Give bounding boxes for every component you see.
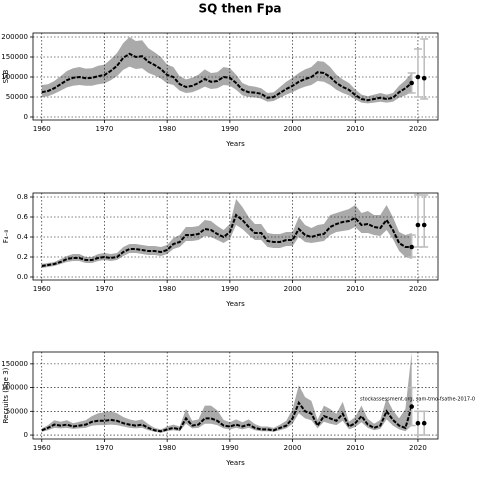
y-tick-label: 150000 bbox=[1, 360, 28, 368]
y-tick-label: 100000 bbox=[1, 384, 28, 392]
annotation: stockassessment.org, sam-tmo-fsathe-2017… bbox=[360, 397, 475, 403]
x-tick-label: 2000 bbox=[284, 285, 302, 293]
y-tick-label: 50000 bbox=[6, 407, 28, 415]
series-line bbox=[41, 213, 412, 267]
x-tick-label: 1960 bbox=[33, 125, 51, 133]
x-tick-label: 2010 bbox=[346, 125, 364, 133]
y-axis-label: Recruits (age 3) bbox=[2, 367, 10, 423]
x-tick-label: 2000 bbox=[284, 444, 302, 452]
x-tick-label: 2020 bbox=[409, 125, 427, 133]
plot-frame bbox=[32, 192, 439, 281]
y-tick-label: 0.6 bbox=[17, 213, 29, 221]
x-tick-label: 2000 bbox=[284, 125, 302, 133]
y-tick-label: 0 bbox=[24, 113, 28, 121]
y-tick-label: 50000 bbox=[6, 93, 28, 101]
x-tick-label: 1980 bbox=[158, 285, 176, 293]
y-tick-label: 150000 bbox=[1, 53, 28, 61]
x-tick-label: 2010 bbox=[346, 285, 364, 293]
y-tick-label: 100000 bbox=[1, 73, 28, 81]
point bbox=[415, 74, 421, 80]
point bbox=[421, 222, 427, 228]
point bbox=[421, 420, 427, 426]
x-tick-label: 1960 bbox=[33, 444, 51, 452]
confidence-band bbox=[41, 352, 412, 433]
x-tick-label: 2010 bbox=[346, 444, 364, 452]
point bbox=[409, 80, 414, 86]
x-tick-label: 1980 bbox=[158, 125, 176, 133]
x-tick-label: 1990 bbox=[221, 444, 239, 452]
x-axis-label: Years bbox=[225, 140, 245, 148]
plot-frame bbox=[32, 351, 439, 440]
y-tick-label: 0 bbox=[24, 431, 28, 439]
point bbox=[409, 244, 414, 250]
y-tick-label: 0.2 bbox=[17, 253, 28, 261]
chart-title: SQ then Fpa bbox=[198, 2, 281, 16]
y-tick-label: 0.0 bbox=[17, 273, 28, 281]
point bbox=[409, 404, 414, 409]
y-axis-label: SSB bbox=[2, 69, 10, 83]
y-tick-label: 0.8 bbox=[17, 193, 28, 201]
x-tick-label: 2020 bbox=[409, 444, 427, 452]
series-line bbox=[41, 400, 413, 433]
y-tick-label: 0.4 bbox=[17, 233, 29, 241]
x-tick-label: 1990 bbox=[221, 125, 239, 133]
y-tick-label: 200000 bbox=[1, 33, 28, 41]
point bbox=[415, 420, 421, 426]
x-tick-label: 1970 bbox=[96, 444, 114, 452]
y-axis-label: F₄₋₈ bbox=[2, 230, 10, 244]
series-line bbox=[41, 52, 413, 102]
x-tick-label: 1990 bbox=[221, 285, 239, 293]
x-axis-label: Years bbox=[225, 459, 245, 467]
point bbox=[415, 222, 421, 228]
confidence-band bbox=[41, 37, 412, 104]
point bbox=[421, 75, 427, 81]
x-tick-label: 1980 bbox=[158, 444, 176, 452]
x-tick-label: 2020 bbox=[409, 285, 427, 293]
plot-frame bbox=[32, 32, 439, 121]
x-axis-label: Years bbox=[225, 300, 245, 308]
x-tick-label: 1960 bbox=[33, 285, 51, 293]
x-tick-label: 1970 bbox=[96, 285, 114, 293]
x-tick-label: 1970 bbox=[96, 125, 114, 133]
